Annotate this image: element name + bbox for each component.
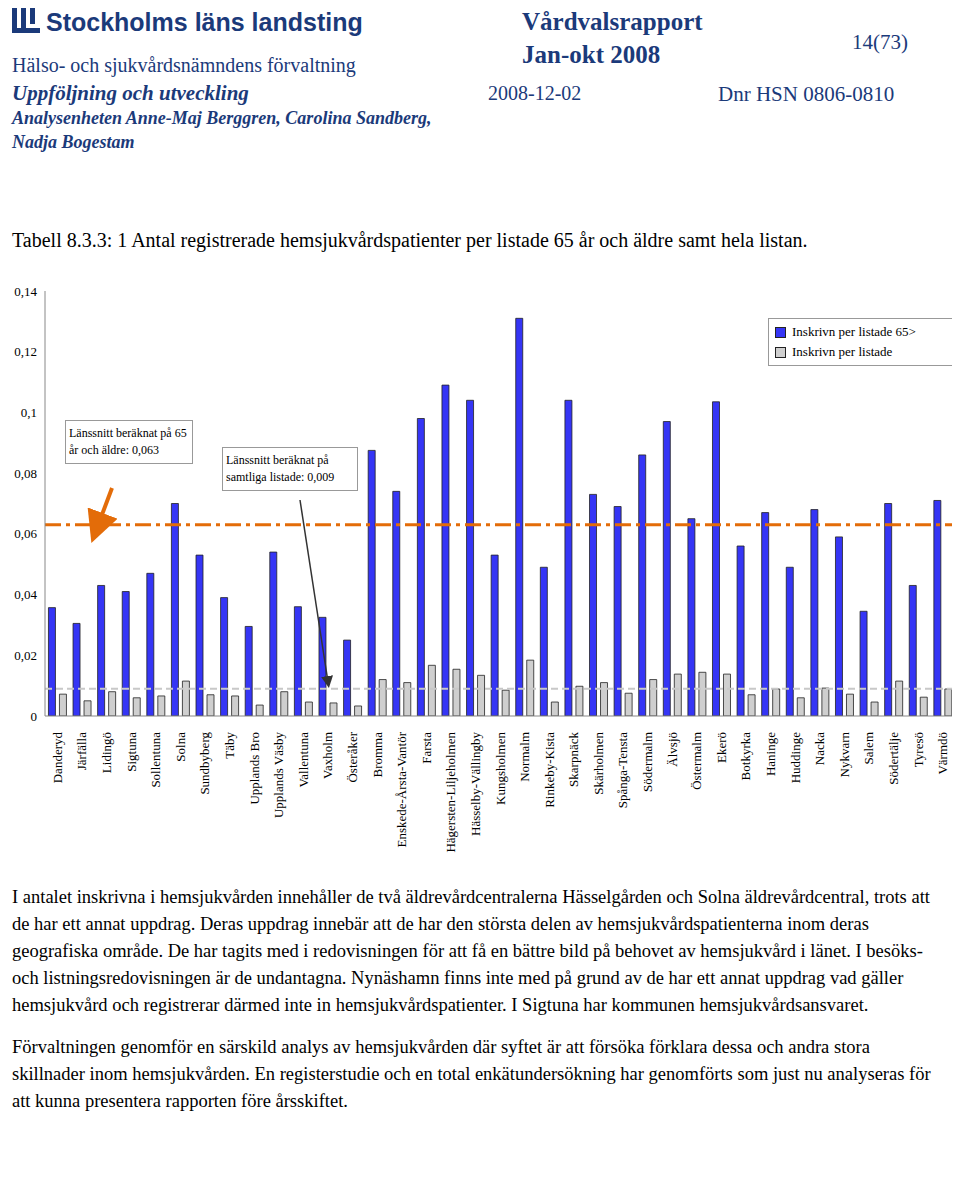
svg-text:Ekerö: Ekerö [714, 732, 729, 763]
html-text:Vårdvalsrapport: Vårdvalsrapport [522, 8, 703, 35]
svg-text:0,08: 0,08 [14, 466, 37, 481]
html-text:Jan-okt 2008: Jan-okt 2008 [522, 41, 661, 68]
html-text:I antalet inskrivna i hemsjukv: I antalet inskrivna i hemsjukvården inne… [12, 887, 930, 1015]
svg-text:Hägersten-Liljeholmen: Hägersten-Liljeholmen [443, 732, 458, 853]
html-text:Tabell 8.3.3: 1 Antal registre: Tabell 8.3.3: 1 Antal registrerade hemsj… [12, 229, 808, 251]
svg-text:0,1: 0,1 [21, 405, 37, 420]
svg-text:Skarpnäck: Skarpnäck [566, 732, 581, 787]
svg-text:0: 0 [31, 709, 38, 724]
svg-text:Värmdö: Värmdö [935, 732, 950, 775]
html-text:Uppföljning och utveckling: Uppföljning och utveckling [12, 81, 249, 105]
svg-text:Huddinge: Huddinge [788, 732, 803, 784]
svg-text:Täby: Täby [222, 732, 237, 759]
svg-text:Östermalm: Östermalm [689, 732, 704, 790]
svg-text:0,02: 0,02 [14, 648, 37, 663]
html-text:Länssnitt beräknat på 65 år oc: Länssnitt beräknat på 65 år och äldre: 0… [69, 426, 187, 457]
svg-text:0,04: 0,04 [14, 587, 37, 602]
svg-text:Spånga-Tensta: Spånga-Tensta [615, 732, 630, 809]
html-text:2008-12-02: 2008-12-02 [488, 82, 582, 104]
svg-text:Haninge: Haninge [763, 732, 778, 776]
svg-text:Sollentuna: Sollentuna [148, 732, 163, 788]
html-text:Förvaltningen genomför en särs: Förvaltningen genomför en särskild analy… [12, 1037, 931, 1111]
html-text:Inskrivn per listade 65>: Inskrivn per listade 65> [792, 324, 916, 339]
svg-text:Österåker: Österåker [345, 731, 360, 782]
svg-text:Rinkeby-Kista: Rinkeby-Kista [542, 732, 557, 808]
svg-text:Farsta: Farsta [419, 732, 434, 764]
svg-text:0,06: 0,06 [14, 526, 37, 541]
svg-text:Lidingö: Lidingö [99, 732, 114, 773]
svg-text:Upplands Bro: Upplands Bro [247, 732, 262, 805]
svg-text:Skärholmen: Skärholmen [591, 732, 606, 795]
svg-text:Sigtuna: Sigtuna [124, 732, 139, 772]
html-text:Länssnitt beräknat på samtliga: Länssnitt beräknat på samtliga listade: … [226, 453, 335, 484]
svg-text:Normalm: Normalm [517, 732, 532, 782]
svg-text:Sundbyberg: Sundbyberg [197, 732, 212, 795]
svg-text:Danderyd: Danderyd [50, 732, 65, 784]
svg-text:Vaxholm: Vaxholm [320, 732, 335, 779]
svg-text:Södermalm: Södermalm [640, 732, 655, 792]
svg-text:Kungsholmen: Kungsholmen [493, 732, 508, 805]
svg-text:0,12: 0,12 [14, 344, 37, 359]
svg-text:Solna: Solna [173, 732, 188, 762]
html-text:Stockholms läns landsting: Stockholms läns landsting [46, 8, 363, 36]
html-text:Dnr HSN 0806-0810: Dnr HSN 0806-0810 [718, 82, 895, 106]
svg-text:Nacka: Nacka [812, 732, 827, 765]
svg-text:Hässelby-Vällingby: Hässelby-Vällingby [468, 732, 483, 836]
svg-text:Nykvarn: Nykvarn [837, 732, 852, 778]
html-text:Inskrivn per listade: Inskrivn per listade [792, 344, 893, 359]
html-text:Hälso- och sjukvårdsnämndens f: Hälso- och sjukvårdsnämndens förvaltning [12, 54, 356, 76]
html-text:Analysenheten Anne-Maj Berggre: Analysenheten Anne-Maj Berggren, Carolin… [12, 108, 432, 152]
svg-text:0,14: 0,14 [14, 284, 37, 299]
svg-text:Södertälje: Södertälje [886, 732, 901, 785]
svg-text:Upplands Väsby: Upplands Väsby [271, 732, 286, 819]
svg-text:Vallentuna: Vallentuna [296, 732, 311, 788]
svg-text:Botkyrka: Botkyrka [738, 732, 753, 781]
svg-text:Älvsjö: Älvsjö [665, 732, 680, 767]
svg-text:Bromma: Bromma [370, 732, 385, 778]
html-text:14(73): 14(73) [852, 30, 908, 54]
svg-text:Salem: Salem [861, 732, 876, 765]
svg-text:Tyresö: Tyresö [911, 732, 926, 767]
svg-text:Järfälla: Järfälla [74, 732, 89, 770]
svg-text:Enskede-Årsta-Vantör: Enskede-Årsta-Vantör [394, 731, 409, 847]
